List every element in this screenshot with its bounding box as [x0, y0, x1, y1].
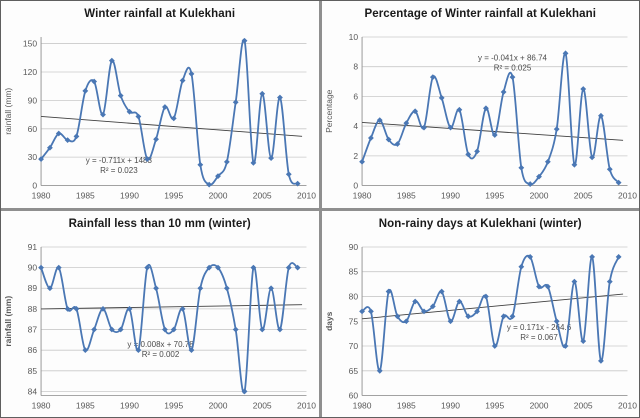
svg-text:4: 4 [353, 121, 358, 131]
svg-text:2000: 2000 [529, 191, 548, 201]
svg-text:R² = 0.067: R² = 0.067 [520, 333, 558, 342]
svg-text:1980: 1980 [352, 191, 371, 201]
svg-text:10: 10 [348, 32, 358, 42]
svg-text:2005: 2005 [573, 191, 592, 201]
svg-text:1995: 1995 [164, 191, 183, 201]
svg-text:2010: 2010 [618, 191, 637, 201]
panel-rainfall-less-than-10mm: Rainfall less than 10 mm (winter) 84 85 86… [1, 210, 319, 417]
svg-text:2000: 2000 [209, 400, 228, 410]
svg-text:88: 88 [28, 303, 38, 313]
svg-text:86: 86 [28, 345, 38, 355]
svg-text:y = -0.711x + 1483: y = -0.711x + 1483 [86, 156, 153, 165]
svg-text:1990: 1990 [441, 191, 460, 201]
svg-text:2: 2 [353, 151, 358, 161]
svg-text:1985: 1985 [396, 191, 415, 201]
panel-non-rainy-days: Non-rainy days at Kulekhani (winter) 60 6… [321, 210, 639, 417]
panel-winter-rainfall: Winter rainfall at Kulekhani 0 30 60 90 120 1… [1, 1, 319, 208]
svg-text:2010: 2010 [297, 400, 316, 410]
svg-text:Percentage: Percentage [323, 89, 333, 133]
svg-text:1995: 1995 [485, 191, 504, 201]
svg-text:1995: 1995 [485, 400, 504, 410]
line-chart-winter-rainfall-percentage: 0 2 4 6 8 10 1980 1985 1990 1995 2000 2005 2010 Perce… [323, 32, 637, 201]
svg-text:1980: 1980 [32, 191, 51, 201]
svg-text:90: 90 [28, 262, 38, 272]
svg-text:80: 80 [348, 291, 358, 301]
svg-text:87: 87 [28, 324, 38, 334]
svg-text:0: 0 [353, 181, 358, 191]
svg-text:2010: 2010 [297, 191, 316, 201]
svg-text:89: 89 [28, 283, 38, 293]
chart-title-winter-rainfall-percentage: Percentage of Winter rainfall at Kulekha… [364, 8, 597, 20]
svg-text:rainfall (mm): rainfall (mm) [3, 88, 13, 135]
svg-text:2010: 2010 [618, 400, 637, 410]
svg-text:1990: 1990 [120, 191, 139, 201]
svg-text:90: 90 [28, 95, 38, 105]
svg-text:0: 0 [32, 181, 37, 191]
svg-text:R² = 0.002: R² = 0.002 [142, 350, 180, 359]
svg-text:150: 150 [23, 39, 37, 49]
svg-text:days: days [323, 311, 333, 331]
svg-text:30: 30 [28, 152, 38, 162]
svg-text:1985: 1985 [76, 400, 95, 410]
svg-text:60: 60 [28, 124, 38, 134]
svg-text:60: 60 [348, 390, 358, 400]
svg-text:1990: 1990 [120, 400, 139, 410]
svg-text:8: 8 [353, 62, 358, 72]
svg-text:91: 91 [28, 241, 38, 251]
line-chart-non-rainy-days: 60 65 70 75 80 85 90 1980 1985 1990 1995 2000 2005 20… [323, 241, 637, 410]
svg-text:y = 0.171x - 264.6: y = 0.171x - 264.6 [506, 323, 571, 332]
svg-text:2005: 2005 [253, 400, 272, 410]
svg-text:1995: 1995 [164, 400, 183, 410]
svg-text:R² = 0.025: R² = 0.025 [493, 64, 531, 73]
line-chart-rainfall-less-than-10mm: 84 85 86 87 88 89 90 91 1980 1985 1990 1995 2000 2005… [3, 241, 316, 410]
svg-text:65: 65 [348, 365, 358, 375]
chart-title-rainfall-less-than-10mm: Rainfall less than 10 mm (winter) [68, 217, 251, 230]
svg-text:90: 90 [348, 241, 358, 251]
svg-text:2005: 2005 [573, 400, 592, 410]
svg-text:120: 120 [23, 67, 37, 77]
svg-text:70: 70 [348, 341, 358, 351]
svg-text:85: 85 [348, 266, 358, 276]
svg-text:84: 84 [28, 386, 38, 396]
svg-text:R² = 0.023: R² = 0.023 [100, 166, 138, 175]
svg-text:1985: 1985 [396, 400, 415, 410]
svg-text:1990: 1990 [441, 400, 460, 410]
svg-text:2000: 2000 [529, 400, 548, 410]
panel-winter-rainfall-percentage: Percentage of Winter rainfall at Kulekha… [321, 1, 639, 208]
chart-title-non-rainy-days: Non-rainy days at Kulekhani (winter) [378, 217, 582, 230]
svg-text:y = 0.008x + 70.78: y = 0.008x + 70.78 [127, 340, 194, 349]
svg-text:y = -0.041x + 86.74: y = -0.041x + 86.74 [478, 54, 548, 63]
svg-text:2005: 2005 [253, 191, 272, 201]
svg-text:75: 75 [348, 316, 358, 326]
svg-text:2000: 2000 [209, 191, 228, 201]
svg-text:85: 85 [28, 365, 38, 375]
chart-title-winter-rainfall: Winter rainfall at Kulekhani [84, 8, 236, 20]
svg-text:1980: 1980 [352, 400, 371, 410]
svg-text:rainfall (mm): rainfall (mm) [3, 295, 13, 346]
line-chart-winter-rainfall: 0 30 60 90 120 150 1980 1985 1990 1995 2000 2005 201… [3, 36, 316, 201]
svg-text:1980: 1980 [32, 400, 51, 410]
svg-text:1985: 1985 [76, 191, 95, 201]
svg-text:6: 6 [353, 91, 358, 101]
